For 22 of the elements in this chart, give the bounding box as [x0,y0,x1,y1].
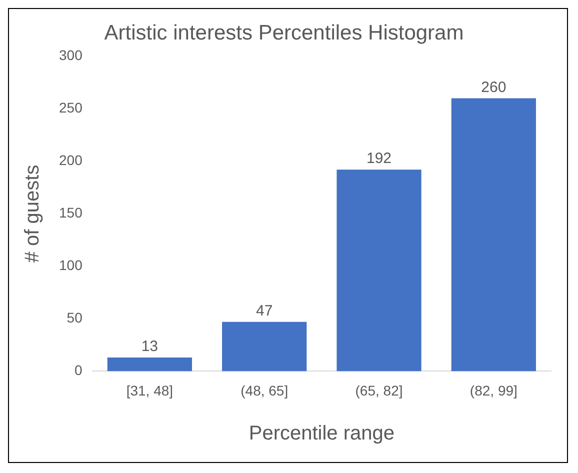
bar [107,358,192,372]
y-tick-label: 150 [59,204,83,221]
data-label: 47 [256,302,273,320]
data-label: 260 [481,78,506,96]
y-tick-label: 300 [59,47,83,64]
y-tick-label: 0 [74,362,83,378]
y-axis-title: # of guests [22,164,44,263]
chart-title: Artistic interests Percentiles Histogram [104,21,464,44]
y-tick-label: 50 [66,310,83,326]
data-label: 13 [141,338,158,356]
data-label: 192 [366,150,392,168]
bar [451,98,536,372]
x-tick-label: [31, 48] [126,382,174,398]
y-tick-label: 250 [59,100,83,116]
x-tick-label: (82, 99] [470,382,518,398]
y-tick-label: 100 [59,257,83,274]
bar [222,322,307,372]
x-tick-label: (48, 65] [240,382,288,398]
y-tick-label: 200 [59,152,83,168]
x-axis-title: Percentile range [248,422,395,445]
x-tick-label: (65, 82] [355,382,403,398]
bar [336,170,422,372]
